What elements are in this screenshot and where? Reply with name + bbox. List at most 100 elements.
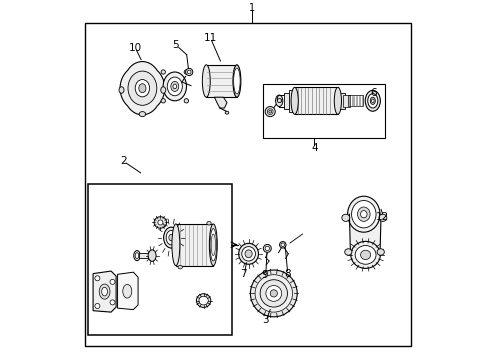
Ellipse shape <box>186 68 193 76</box>
Circle shape <box>110 300 115 305</box>
Ellipse shape <box>347 196 380 232</box>
Ellipse shape <box>334 87 342 114</box>
Ellipse shape <box>268 109 273 114</box>
Circle shape <box>260 280 288 307</box>
Text: 8: 8 <box>284 269 291 279</box>
Ellipse shape <box>234 68 240 94</box>
Circle shape <box>95 276 100 281</box>
Ellipse shape <box>164 227 179 248</box>
Circle shape <box>266 285 282 301</box>
Ellipse shape <box>269 110 271 113</box>
Ellipse shape <box>281 243 285 247</box>
Ellipse shape <box>351 201 376 228</box>
Text: 12: 12 <box>376 212 389 222</box>
Ellipse shape <box>379 214 387 221</box>
Bar <box>88 184 232 335</box>
Ellipse shape <box>161 99 166 103</box>
Ellipse shape <box>355 246 376 264</box>
Ellipse shape <box>361 211 367 218</box>
Ellipse shape <box>171 81 179 91</box>
Ellipse shape <box>263 244 271 252</box>
Ellipse shape <box>158 220 163 225</box>
Text: 1: 1 <box>249 3 255 13</box>
Ellipse shape <box>184 70 189 74</box>
Bar <box>350 213 381 255</box>
Ellipse shape <box>134 251 140 261</box>
Circle shape <box>270 290 277 297</box>
Bar <box>139 253 153 258</box>
Ellipse shape <box>370 97 375 104</box>
Ellipse shape <box>211 234 216 256</box>
Ellipse shape <box>167 77 182 96</box>
Ellipse shape <box>184 99 189 103</box>
Text: 6: 6 <box>370 88 377 98</box>
Ellipse shape <box>178 265 182 269</box>
Text: 2: 2 <box>120 156 126 166</box>
Ellipse shape <box>161 87 166 93</box>
Bar <box>294 87 338 114</box>
Ellipse shape <box>291 87 298 114</box>
Ellipse shape <box>148 250 156 261</box>
Ellipse shape <box>225 111 229 114</box>
Ellipse shape <box>119 87 124 93</box>
Ellipse shape <box>128 71 157 105</box>
Ellipse shape <box>123 284 132 298</box>
Polygon shape <box>118 272 138 310</box>
Text: 9: 9 <box>262 270 269 280</box>
Ellipse shape <box>187 70 191 74</box>
Ellipse shape <box>102 287 107 296</box>
Ellipse shape <box>202 65 210 97</box>
Ellipse shape <box>377 249 384 255</box>
Ellipse shape <box>371 99 374 103</box>
Circle shape <box>250 270 297 317</box>
Ellipse shape <box>242 247 255 261</box>
Text: 6: 6 <box>275 95 282 105</box>
Ellipse shape <box>245 250 252 258</box>
Ellipse shape <box>196 294 211 307</box>
Ellipse shape <box>163 72 187 101</box>
Ellipse shape <box>172 224 180 266</box>
Bar <box>284 93 291 109</box>
Ellipse shape <box>368 94 378 108</box>
Polygon shape <box>93 271 116 312</box>
Ellipse shape <box>154 217 167 228</box>
Bar <box>338 93 345 109</box>
Ellipse shape <box>233 65 241 97</box>
Bar <box>85 23 411 346</box>
Ellipse shape <box>169 234 173 241</box>
Text: 3: 3 <box>262 315 269 325</box>
Text: 7: 7 <box>241 269 247 279</box>
Polygon shape <box>215 97 227 108</box>
Ellipse shape <box>135 80 149 97</box>
Circle shape <box>95 303 100 309</box>
Ellipse shape <box>173 84 176 89</box>
Bar <box>206 65 237 97</box>
Ellipse shape <box>265 246 270 251</box>
Ellipse shape <box>209 224 217 266</box>
Ellipse shape <box>99 284 110 299</box>
Circle shape <box>110 279 115 284</box>
Bar <box>343 95 350 107</box>
Bar <box>348 95 363 106</box>
Ellipse shape <box>280 242 286 248</box>
Ellipse shape <box>275 95 283 107</box>
Ellipse shape <box>135 253 139 258</box>
Bar <box>263 84 386 138</box>
Ellipse shape <box>351 241 380 268</box>
Bar <box>289 90 296 112</box>
Ellipse shape <box>210 229 217 261</box>
Bar <box>176 224 213 266</box>
Text: 11: 11 <box>204 33 217 43</box>
Ellipse shape <box>358 207 370 221</box>
Ellipse shape <box>166 230 176 245</box>
Text: 4: 4 <box>311 143 318 153</box>
Circle shape <box>255 275 293 312</box>
Text: 5: 5 <box>172 40 178 50</box>
Ellipse shape <box>342 214 350 221</box>
Ellipse shape <box>207 221 211 225</box>
Ellipse shape <box>345 249 352 255</box>
Ellipse shape <box>265 107 275 117</box>
Polygon shape <box>120 62 165 115</box>
Ellipse shape <box>199 296 208 305</box>
Ellipse shape <box>365 90 380 111</box>
